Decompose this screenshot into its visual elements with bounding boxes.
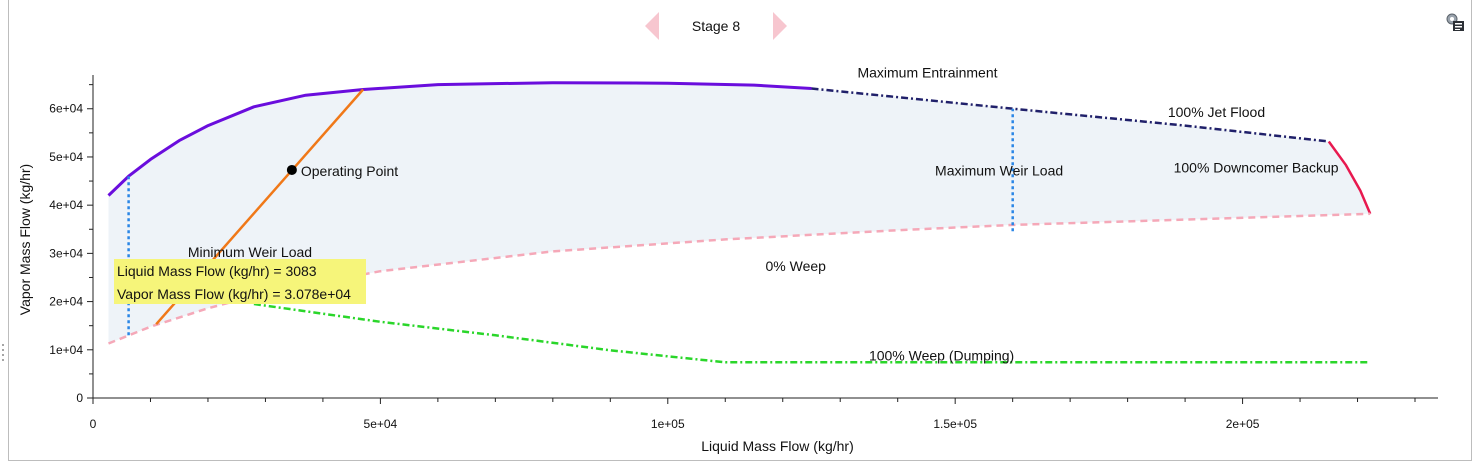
series-100-jet-flood-line xyxy=(811,87,1329,143)
resize-grip-icon[interactable] xyxy=(1,342,5,362)
stage-navigator: Stage 8 xyxy=(645,10,787,42)
operating-point-label: Operating Point xyxy=(301,163,398,179)
hover-tooltip-line: Liquid Mass Flow (kg/hr) = 3083 xyxy=(117,263,317,279)
series-maximum-entrainment-line xyxy=(107,81,812,197)
hover-tooltip-box xyxy=(114,259,366,304)
series-100-weep-dumping-line xyxy=(253,302,1371,364)
operating-point-marker[interactable] xyxy=(286,164,297,175)
annotation-0-weep: 0% Weep xyxy=(766,258,827,274)
x-tick-label: 2e+05 xyxy=(1226,417,1260,431)
y-tick-label: 3e+04 xyxy=(49,246,83,260)
y-tick-label: 2e+04 xyxy=(49,295,83,309)
series-0-weep-line xyxy=(108,212,1371,345)
x-axis-label: Liquid Mass Flow (kg/hr) xyxy=(701,438,854,454)
hover-tooltip-line: Vapor Mass Flow (kg/hr) = 3.078e+04 xyxy=(117,286,351,302)
annotation-100-jet-flood: 100% Jet Flood xyxy=(1168,104,1265,120)
chart-settings-icon[interactable] xyxy=(1445,12,1465,32)
annotation-100-weep-dumping: 100% Weep (Dumping) xyxy=(869,347,1014,363)
series-100-downcomer-backup-line xyxy=(1327,140,1372,215)
left-arrow-icon[interactable] xyxy=(645,12,659,40)
annotation-minimum-weir-load: Minimum Weir Load xyxy=(188,244,312,260)
annotation-maximum-entrainment: Maximum Entrainment xyxy=(857,64,997,80)
x-tick-label: 1e+05 xyxy=(651,417,685,431)
y-tick-label: 0 xyxy=(76,391,83,405)
chart-panel xyxy=(8,0,1472,461)
y-tick-label: 1e+04 xyxy=(49,343,83,357)
annotation-100-downcomer-backup: 100% Downcomer Backup xyxy=(1174,159,1339,175)
stage-label: Stage 8 xyxy=(691,18,741,34)
y-tick-label: 6e+04 xyxy=(49,102,83,116)
operating-region xyxy=(108,82,1371,344)
x-tick-label: 5e+04 xyxy=(364,417,398,431)
x-tick-label: 1.5e+05 xyxy=(933,417,977,431)
y-axis-label: Vapor Mass Flow (kg/hr) xyxy=(17,164,33,315)
annotation-maximum-weir-load: Maximum Weir Load xyxy=(935,162,1063,178)
x-tick-label: 0 xyxy=(90,417,97,431)
y-tick-label: 5e+04 xyxy=(49,150,83,164)
y-tick-label: 4e+04 xyxy=(49,198,83,212)
right-arrow-icon[interactable] xyxy=(773,12,787,40)
